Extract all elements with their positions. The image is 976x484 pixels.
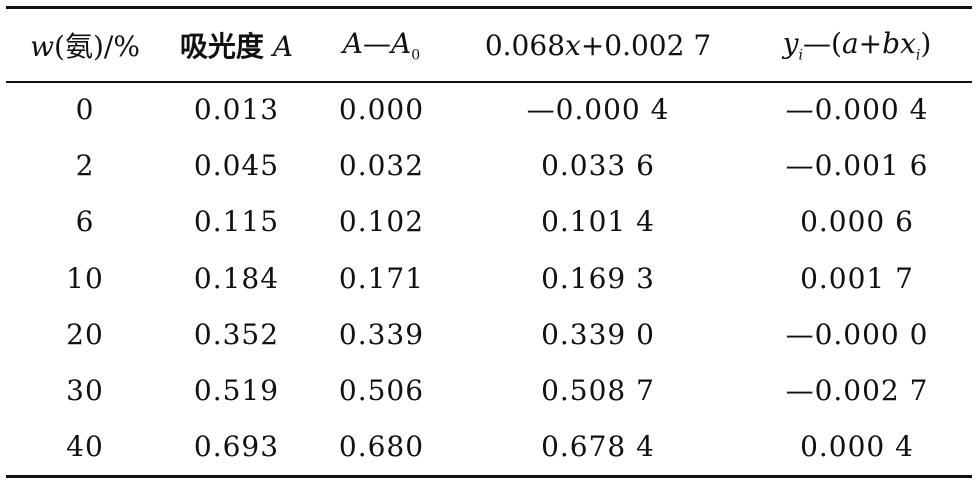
cell-fitted-value: 0.169 3	[541, 261, 655, 295]
cell-absorbance: 0.045	[193, 148, 280, 182]
cell-absorbance: 0.693	[193, 430, 280, 464]
table-header-rule	[6, 81, 972, 83]
data-table: w(氨)/% 吸光度 A A—A0 0.068x+0.002 7 yi—(a+b…	[6, 9, 972, 475]
table-row: 0 0.013 0.000 —0.000 4 —0.000 4	[6, 81, 972, 137]
cell-corrected-absorbance: 0.000	[338, 92, 425, 126]
table-row: 2 0.045 0.032 0.033 6 —0.001 6	[6, 137, 972, 193]
cell-residual: —0.000 4	[785, 92, 929, 126]
table-bottom-rule	[6, 475, 972, 478]
table-row: 6 0.115 0.102 0.101 4 0.000 6	[6, 194, 972, 250]
cell-ammonia-fraction: 2	[75, 148, 95, 182]
header-residual-plus: +	[858, 26, 883, 60]
table-row: 40 0.693 0.680 0.678 4 0.000 4	[6, 419, 972, 475]
cell-ammonia-fraction: 20	[66, 317, 104, 351]
header-fitted-tail: +0.002 7	[580, 28, 712, 62]
header-residual-y: y	[782, 26, 799, 60]
header-residual-xsub: i	[915, 47, 921, 64]
header-absorbance: 吸光度 A	[164, 9, 309, 81]
cell-absorbance: 0.352	[193, 317, 280, 351]
cell-corrected-absorbance: 0.102	[338, 205, 425, 239]
cell-fitted-value: 0.508 7	[541, 374, 655, 408]
table-top-rule	[6, 6, 972, 9]
cell-corrected-absorbance: 0.506	[338, 374, 425, 408]
cell-corrected-absorbance: 0.680	[338, 430, 425, 464]
cell-corrected-absorbance: 0.171	[338, 261, 425, 295]
cell-fitted-value: 0.339 0	[541, 317, 655, 351]
header-absorbance-text: 吸光度	[179, 30, 264, 63]
cell-residual: 0.000 6	[800, 205, 914, 239]
header-ammonia-var: w	[30, 30, 55, 63]
cell-absorbance: 0.184	[193, 261, 280, 295]
cell-corrected-absorbance: 0.339	[338, 317, 425, 351]
header-ammonia-text: (氨)/%	[54, 30, 140, 63]
cell-residual: —0.000 0	[785, 317, 929, 351]
data-table-container: w(氨)/% 吸光度 A A—A0 0.068x+0.002 7 yi—(a+b…	[6, 0, 972, 484]
table-body: 0 0.013 0.000 —0.000 4 —0.000 4 2 0.045 …	[6, 81, 972, 475]
header-residual-ysub: i	[798, 47, 804, 64]
table-row: 30 0.519 0.506 0.508 7 —0.002 7	[6, 362, 972, 418]
header-corrected-sub: 0	[411, 47, 421, 64]
cell-fitted-value: —0.000 4	[526, 92, 670, 126]
cell-ammonia-fraction: 10	[66, 261, 104, 295]
header-ammonia-fraction: w(氨)/%	[6, 9, 164, 81]
table-row: 20 0.352 0.339 0.339 0 —0.000 0	[6, 306, 972, 362]
table-header-row: w(氨)/% 吸光度 A A—A0 0.068x+0.002 7 yi—(a+b…	[6, 9, 972, 81]
header-corrected-a0: A	[391, 26, 412, 60]
header-corrected-minus: —	[363, 26, 392, 60]
header-residual-a: a	[841, 26, 859, 60]
cell-absorbance: 0.115	[193, 205, 280, 239]
cell-residual: 0.001 7	[800, 261, 914, 295]
header-absorbance-var: A	[272, 30, 294, 63]
cell-ammonia-fraction: 40	[66, 430, 104, 464]
header-residual: yi—(a+bxi)	[742, 9, 972, 81]
header-residual-close: )	[920, 26, 932, 60]
header-residual-mid: —(	[803, 26, 842, 60]
cell-fitted-value: 0.678 4	[541, 430, 655, 464]
header-corrected-absorbance: A—A0	[309, 9, 454, 81]
header-corrected-a: A	[342, 26, 364, 60]
cell-ammonia-fraction: 6	[75, 205, 95, 239]
cell-residual: —0.002 7	[785, 374, 929, 408]
header-fitted-var: x	[565, 28, 581, 62]
cell-corrected-absorbance: 0.032	[338, 148, 425, 182]
cell-ammonia-fraction: 30	[66, 374, 104, 408]
cell-fitted-value: 0.101 4	[541, 205, 655, 239]
header-fitted-coef: 0.068	[484, 28, 566, 62]
table-row: 10 0.184 0.171 0.169 3 0.001 7	[6, 250, 972, 306]
cell-residual: —0.001 6	[785, 148, 929, 182]
cell-absorbance: 0.013	[193, 92, 280, 126]
cell-ammonia-fraction: 0	[75, 92, 95, 126]
cell-absorbance: 0.519	[193, 374, 280, 408]
header-residual-bx: bx	[882, 26, 916, 60]
cell-fitted-value: 0.033 6	[541, 148, 655, 182]
header-fitted-value: 0.068x+0.002 7	[454, 9, 742, 81]
cell-residual: 0.000 4	[800, 430, 914, 464]
